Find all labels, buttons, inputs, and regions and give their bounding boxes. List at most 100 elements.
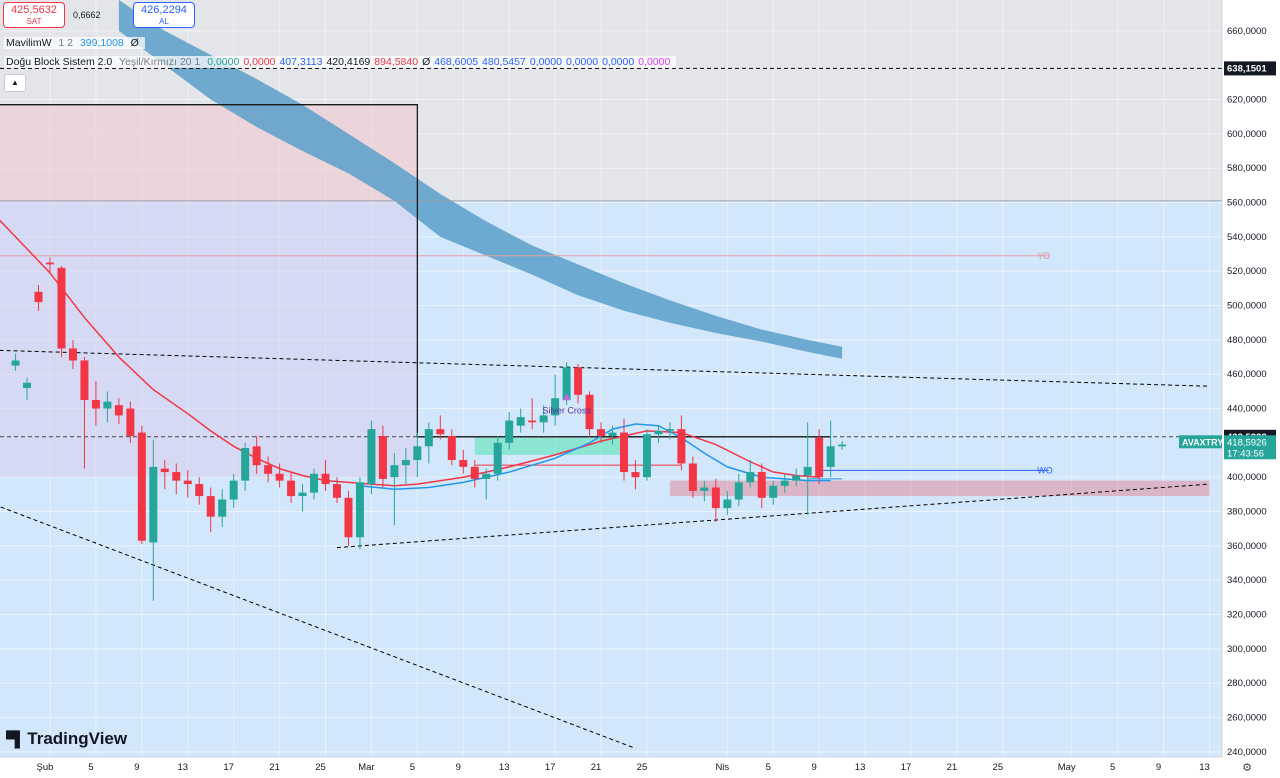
x-tick-label: 17 (223, 762, 234, 773)
y-tick-label: 280,0000 (1227, 678, 1267, 689)
y-tick-label: 300,0000 (1227, 644, 1267, 655)
candle (620, 432, 628, 473)
collapse-legend-button[interactable]: ▲ (4, 74, 26, 92)
candle (815, 437, 824, 478)
candle (241, 448, 250, 481)
x-tick-label: 13 (177, 762, 188, 773)
candle (114, 405, 123, 416)
x-tick-label: Mar (358, 762, 374, 773)
chevron-up-icon: ▲ (11, 78, 19, 87)
candle (390, 465, 399, 478)
dogu-value-1: 0,0000 (243, 56, 276, 68)
annotation-1: WO (1037, 465, 1053, 475)
candle (723, 499, 732, 509)
candle (172, 472, 181, 481)
candle (34, 291, 43, 303)
candle (149, 466, 158, 543)
buy-button[interactable]: 426,2294 AL (133, 2, 195, 28)
sell-button[interactable]: 425,5632 SAT (3, 2, 65, 28)
candle (505, 420, 514, 443)
x-tick-label: 9 (134, 762, 139, 773)
x-tick-label: May (1058, 762, 1076, 773)
countdown: 17:43:56 (1227, 448, 1264, 459)
candle (355, 482, 364, 538)
dogu-value-3: 420,4169 (326, 56, 371, 68)
candle (631, 472, 640, 478)
candle (562, 367, 571, 400)
price-tag-0 (1224, 61, 1276, 76)
gear-icon[interactable]: ⚙ (1242, 762, 1252, 774)
candle (792, 475, 801, 481)
x-tick-label: 5 (766, 762, 771, 773)
x-tick-label: Şub (37, 762, 54, 773)
x-tick-label: 13 (499, 762, 510, 773)
candle (665, 429, 674, 431)
candle (585, 394, 594, 430)
price-axis[interactable] (1222, 0, 1280, 778)
candle (310, 473, 319, 493)
candle (298, 492, 307, 497)
candle (826, 446, 835, 467)
candle (218, 499, 227, 517)
candle (413, 446, 422, 461)
candle (68, 348, 77, 361)
candle (80, 360, 89, 400)
dogu-value-7: 480,5457 (482, 56, 526, 68)
y-tick-label: 620,0000 (1227, 95, 1267, 106)
y-tick-label: 400,0000 (1227, 472, 1267, 483)
candle (516, 417, 525, 426)
dogu-name: Doğu Block Sistem 2.0 (6, 56, 113, 68)
dogu-params: Yeşil/Kırmızı 20 1 (118, 56, 201, 68)
last-price-tag (1224, 435, 1276, 460)
x-tick-label: 25 (993, 762, 1004, 773)
candle (46, 262, 54, 265)
buy-label: AL (159, 17, 169, 26)
candle (769, 485, 778, 498)
y-tick-label: 500,0000 (1227, 301, 1267, 312)
candle (378, 436, 387, 479)
tradingview-logo: ▀▌ TradingView (6, 729, 127, 749)
dogu-value-4: 894,5840 (374, 56, 419, 68)
candle (574, 367, 583, 395)
candle (551, 398, 560, 416)
candle (206, 496, 215, 517)
mavilim-value: 399,1008 (79, 37, 124, 49)
x-tick-label: 9 (456, 762, 461, 773)
candle (333, 484, 341, 498)
x-tick-label: 17 (901, 762, 912, 773)
candle (757, 472, 766, 498)
candle (654, 430, 663, 435)
candle (493, 442, 502, 474)
x-tick-label: 5 (410, 762, 415, 773)
y-tick-label: 260,0000 (1227, 713, 1267, 724)
logo-text: TradingView (27, 729, 128, 748)
candle (91, 399, 100, 409)
trendline-2 (336, 483, 1210, 549)
candle (424, 429, 433, 447)
mavilim-params: 1 2 (58, 37, 74, 49)
dogu-legend[interactable]: Doğu Block Sistem 2.0 Yeşil/Kırmızı 20 1… (4, 56, 677, 68)
mavilim-legend[interactable]: MavilimW 1 2 399,1008 Ø (4, 37, 145, 49)
y-tick-label: 600,0000 (1227, 129, 1267, 140)
annotation-2: Silver Cross (542, 405, 591, 415)
y-tick-label: 480,0000 (1227, 335, 1267, 346)
y-tick-label: 540,0000 (1227, 232, 1267, 243)
dogu-value-2: 407,3113 (279, 56, 323, 68)
candle (436, 429, 445, 435)
price-tag-value-0: 638,1501 (1227, 63, 1267, 74)
last-price-value: 418,5926 (1227, 437, 1267, 448)
candle (126, 408, 135, 437)
time-axis[interactable] (0, 757, 1222, 778)
x-tick-label: 5 (88, 762, 93, 773)
candle (57, 267, 66, 349)
y-tick-label: 580,0000 (1227, 163, 1267, 174)
candle (470, 466, 479, 479)
x-tick-label: 13 (1199, 762, 1210, 773)
candle (137, 432, 146, 541)
dogu-value-10: 0,0000 (602, 56, 635, 68)
dogu-value-5: Ø (422, 56, 431, 68)
dogu-value-8: 0,0000 (529, 56, 562, 68)
y-tick-label: 520,0000 (1227, 266, 1267, 277)
x-tick-label: 13 (855, 762, 866, 773)
